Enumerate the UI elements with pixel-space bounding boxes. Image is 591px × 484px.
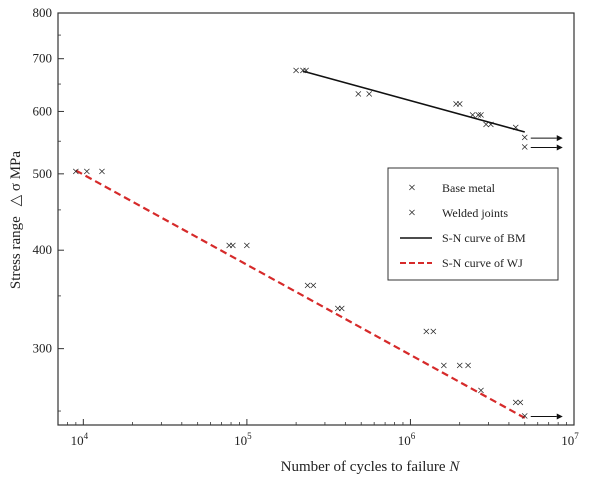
bm-data-point: × xyxy=(521,131,529,146)
bm-data-point: × xyxy=(482,118,490,133)
legend-marker: × xyxy=(408,181,416,196)
x-tick-label: 107 xyxy=(561,431,579,448)
wj-data-point: × xyxy=(512,396,520,411)
bm-data-point: × xyxy=(452,98,460,113)
legend-items: × Base metal × Welded joints S-N curve of BM… xyxy=(400,181,526,270)
wj-data-point: × xyxy=(456,359,464,374)
wj-data-point: × xyxy=(338,302,346,317)
x-axis-title: Number of cycles to failure N xyxy=(281,459,461,475)
bm-data-point: × xyxy=(456,98,464,113)
wj-data-point: × xyxy=(521,410,529,425)
wj-data-point: × xyxy=(98,165,106,180)
legend-marker: × xyxy=(408,206,416,221)
x-tick-label-base: 10 xyxy=(71,433,84,448)
x-tick-label-base: 10 xyxy=(398,433,411,448)
x-tick-label: 105 xyxy=(234,431,252,448)
wj-data-point: × xyxy=(309,279,317,294)
legend-label: S-N curve of WJ xyxy=(442,256,523,270)
bm-data-point: × xyxy=(302,64,310,79)
series-points: ×××× ×××××××× ×××× × ××× ×××××× ×× × ××××× xyxy=(72,64,529,424)
series-lines xyxy=(75,70,526,419)
wj-data-point: × xyxy=(440,359,448,374)
wj-data-point: × xyxy=(429,325,437,340)
wj-data-point: × xyxy=(464,359,472,374)
bm-data-point: × xyxy=(292,64,300,79)
bm-data-point: × xyxy=(487,118,495,133)
y-axis-title: Stress range △ σ MPa xyxy=(8,151,24,289)
wj-data-point: × xyxy=(83,165,91,180)
bm-data-point: × xyxy=(477,108,485,123)
y-tick-label: 500 xyxy=(33,166,53,181)
runout-arrow-head xyxy=(556,413,563,420)
bm-data-point: × xyxy=(521,140,529,155)
x-axis-title-symbol: N xyxy=(448,459,460,475)
bm-data-point: × xyxy=(365,88,373,103)
wj-data-point: × xyxy=(229,239,237,254)
legend-label: S-N curve of BM xyxy=(442,231,526,245)
y-tick-label: 400 xyxy=(33,242,53,257)
wj-data-point: × xyxy=(225,239,233,254)
x-tick-label: 104 xyxy=(71,431,89,448)
bm-fit-line xyxy=(302,70,525,133)
y-tick-label: 300 xyxy=(33,341,53,356)
x-tick-label-exp: 5 xyxy=(247,431,252,441)
x-tick-label-exp: 4 xyxy=(84,431,89,441)
runout-arrow-head xyxy=(556,144,563,151)
legend-box xyxy=(387,167,559,281)
bm-data-point: × xyxy=(469,108,477,123)
wj-data-point: × xyxy=(422,325,430,340)
plot-frame xyxy=(57,12,575,426)
x-tick-label-exp: 7 xyxy=(574,431,579,441)
bm-data-point: × xyxy=(512,121,520,136)
runout-arrow-head xyxy=(556,135,563,142)
wj-data-point: × xyxy=(72,165,80,180)
wj-fit-line xyxy=(75,169,526,419)
x-tick-label: 106 xyxy=(398,431,416,448)
legend-label: Base metal xyxy=(442,181,496,195)
bm-data-point: × xyxy=(354,88,362,103)
bm-data-point: × xyxy=(474,108,482,123)
legend: × Base metal × Welded joints S-N curve of BM… xyxy=(387,167,559,281)
wj-data-point: × xyxy=(304,279,312,294)
runout-arrows xyxy=(530,135,563,420)
wj-data-point: × xyxy=(477,384,485,399)
y-tick-label: 700 xyxy=(33,51,53,66)
x-tick-label-base: 10 xyxy=(561,433,574,448)
y-tick-label: 800 xyxy=(33,5,53,20)
x-tick-label-exp: 6 xyxy=(411,431,416,441)
x-axis-title-text: Number of cycles to failure xyxy=(281,459,446,475)
y-tick-label: 600 xyxy=(33,103,53,118)
y-axis-title-symbol: △ σ MPa xyxy=(8,151,24,207)
y-axis-title-text: Stress range xyxy=(8,216,24,289)
wj-data-point: × xyxy=(334,302,342,317)
bm-data-point: × xyxy=(299,64,307,79)
wj-data-point: × xyxy=(243,239,251,254)
legend-label: Welded joints xyxy=(442,206,508,220)
wj-data-point: × xyxy=(516,396,524,411)
x-tick-label-base: 10 xyxy=(234,433,247,448)
